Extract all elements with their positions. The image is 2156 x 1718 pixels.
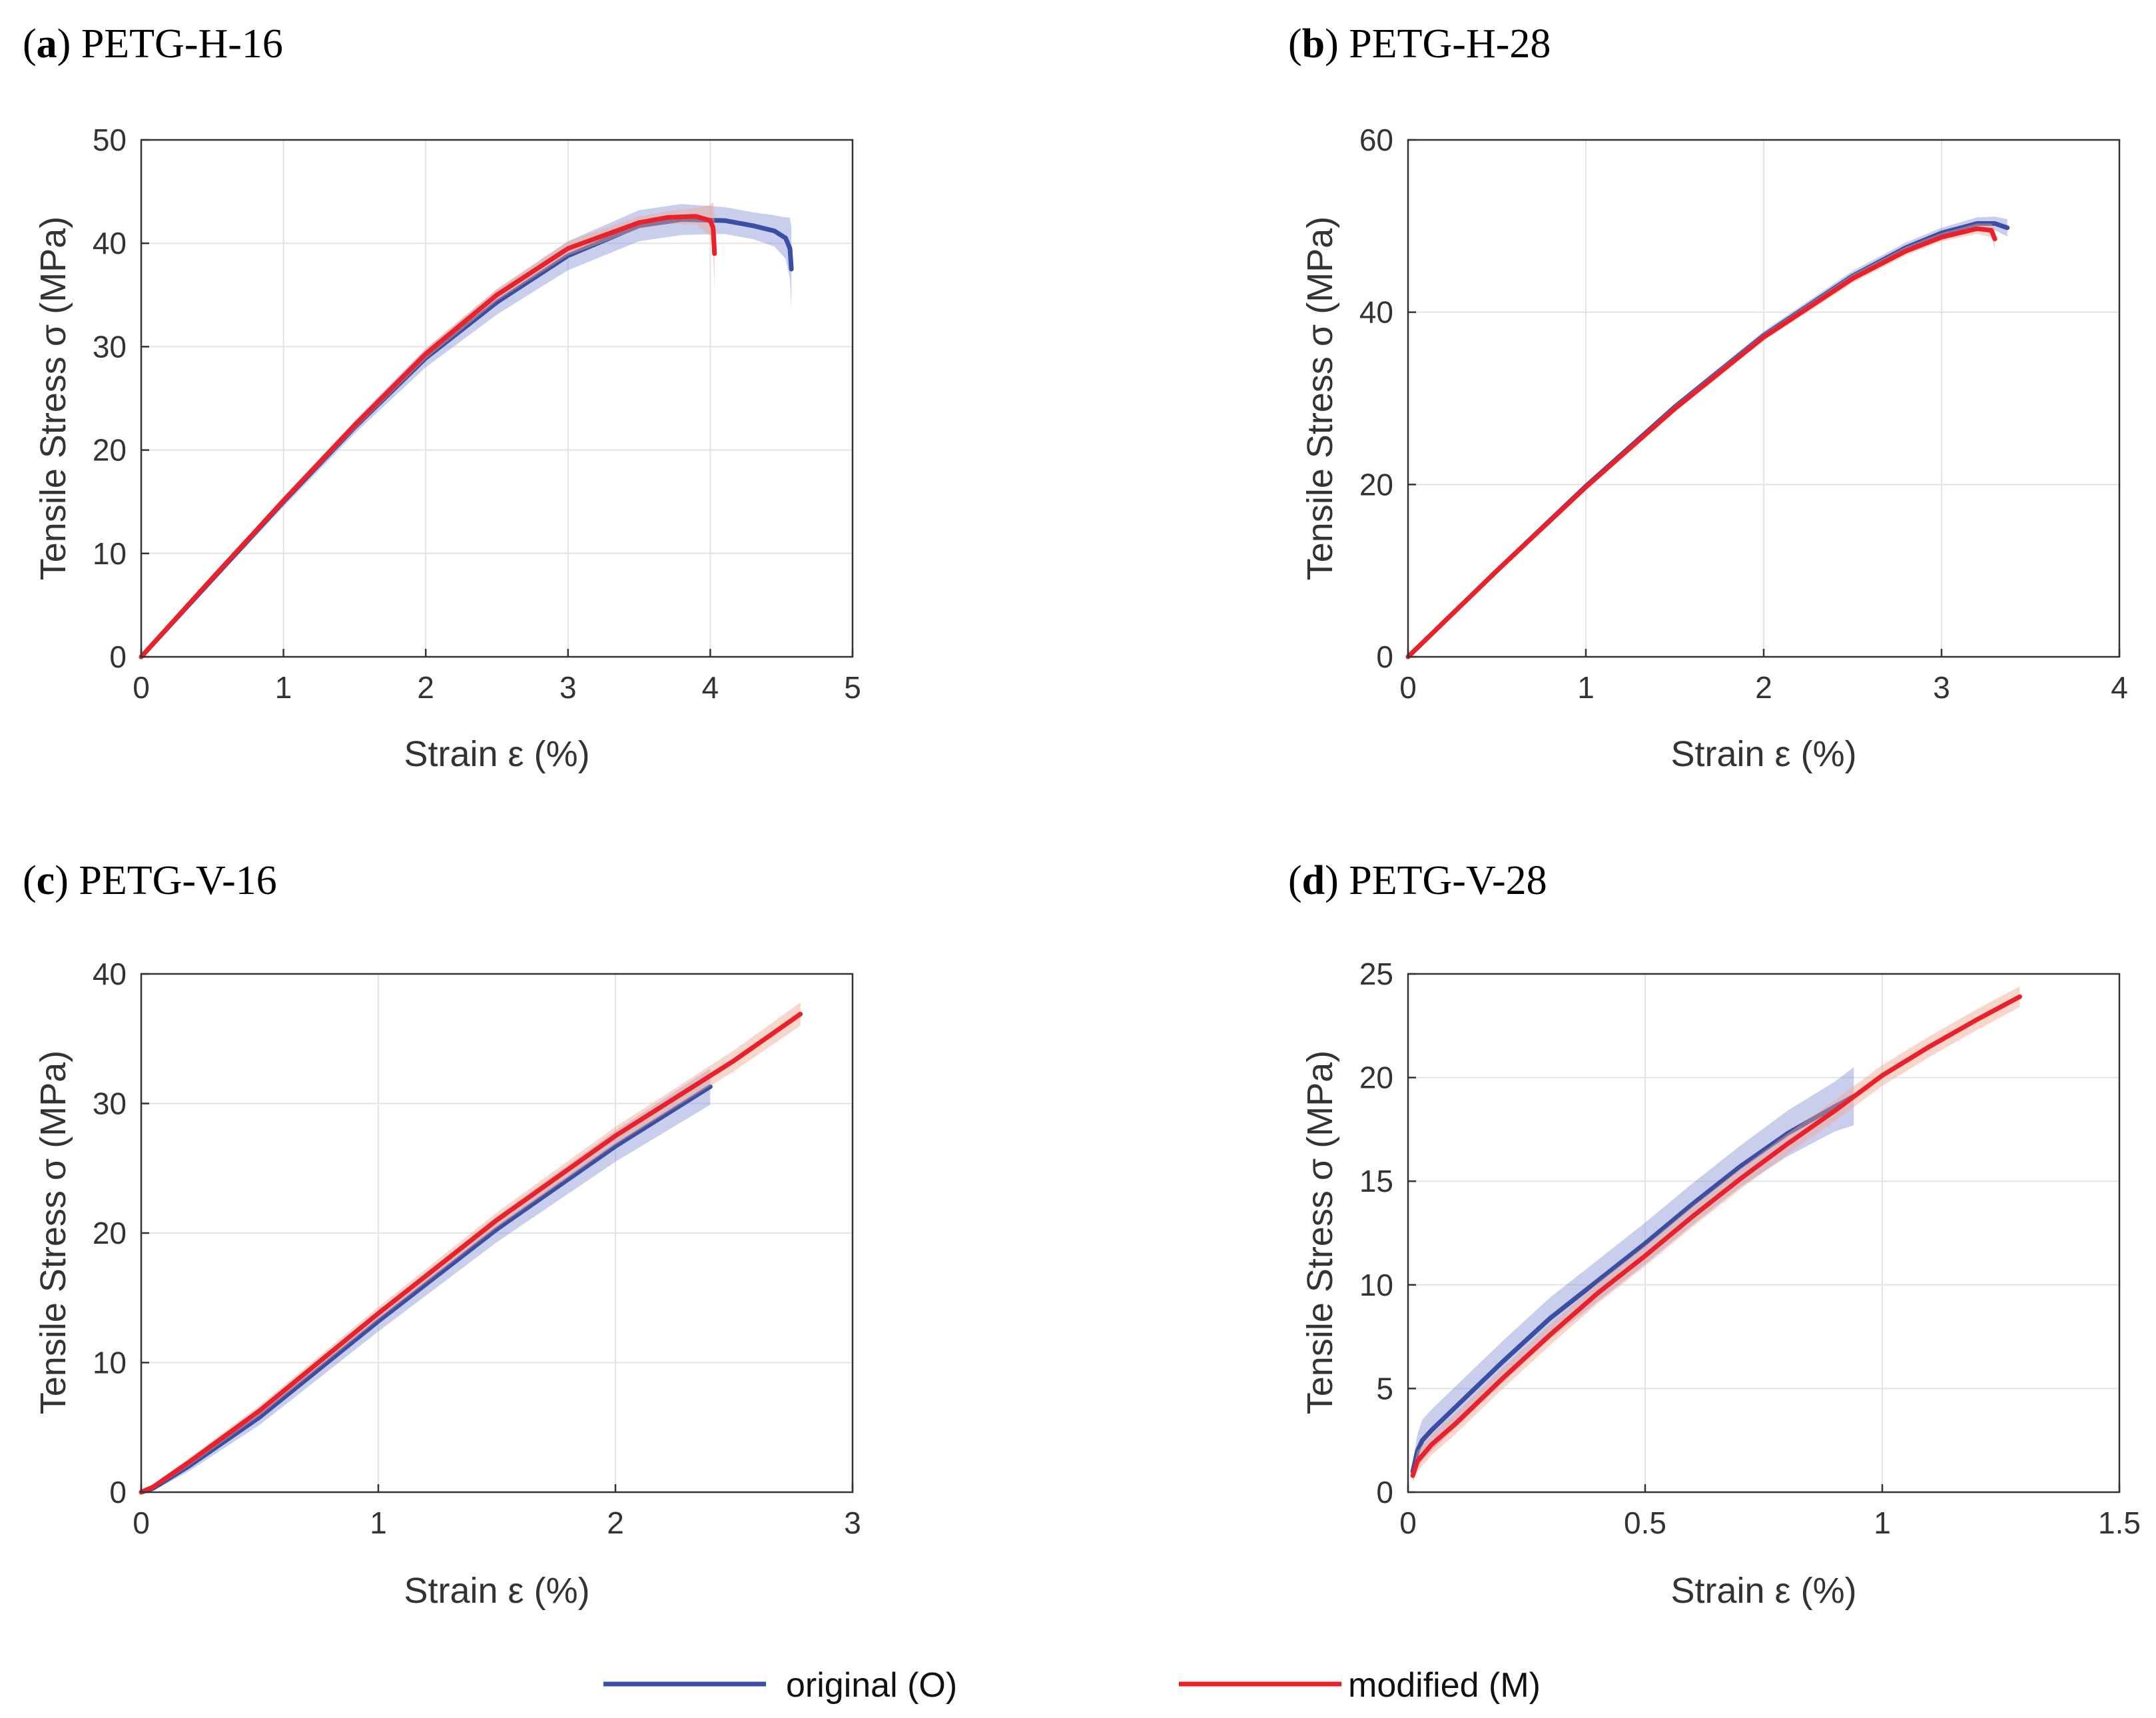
panel-b-ytick-label-2: 40 xyxy=(1359,295,1393,330)
panel-a-axes xyxy=(140,139,854,658)
panel-a-xtick-label-3: 3 xyxy=(559,670,577,705)
panel-c-xtick-label-0: 0 xyxy=(133,1505,150,1540)
panel-b-line-modified xyxy=(1405,226,1997,659)
panel-c-ylabel: Tensile Stress σ (MPa) xyxy=(33,1051,73,1414)
panel-a-xlabel: Strain ε (%) xyxy=(404,734,589,774)
panel-c-ytick-label-0: 0 xyxy=(109,1475,127,1509)
panel-b-name: PETG-H-28 xyxy=(1349,21,1551,67)
panel-a-ytick-label-5: 50 xyxy=(93,123,127,157)
panel-d-ytick-label-3: 15 xyxy=(1359,1164,1393,1198)
panel-a-band-modified xyxy=(141,202,715,657)
panel-d-xtick-label-2: 1 xyxy=(1874,1505,1891,1540)
panel-c-xtick-label-1: 1 xyxy=(370,1505,387,1540)
panel-d-letter: d xyxy=(1302,858,1325,903)
panel-b-band-original xyxy=(1408,216,2007,657)
panel-d-ylabel: Tensile Stress σ (MPa) xyxy=(1300,1051,1340,1414)
panel-d-xtick-label-3: 1.5 xyxy=(2098,1505,2141,1540)
panel-d-ytick-label-2: 10 xyxy=(1359,1268,1393,1302)
panel-a-letter: a xyxy=(37,21,57,67)
panel-d-xtick-label-0: 0 xyxy=(1399,1505,1417,1540)
panel-c-xtick-label-2: 2 xyxy=(607,1505,624,1540)
panel-c-ytick-label-4: 40 xyxy=(93,957,127,991)
panel-d-band-original xyxy=(1413,1067,1854,1482)
panel-d-name: PETG-V-28 xyxy=(1349,858,1547,903)
panel-b-xtick-label-3: 3 xyxy=(1933,670,1950,705)
panel-c-band-original xyxy=(141,1069,711,1492)
panel-c-ytick-label-3: 30 xyxy=(93,1086,127,1121)
panel-c-xlabel: Strain ε (%) xyxy=(404,1571,589,1611)
panel-d-line-modified xyxy=(1410,994,2022,1478)
legend: original (O) modified (M) xyxy=(603,1666,1541,1705)
panel-b-xtick-label-4: 4 xyxy=(2111,670,2128,705)
panel-d-plot-area: 0 0.5 1 1.5 0 5 10 15 20 25 xyxy=(1359,957,2141,1540)
panel-d-ytick-label-0: 0 xyxy=(1376,1475,1393,1509)
panel-c-band-modified xyxy=(141,1002,801,1492)
panel-c-ytick-label-1: 10 xyxy=(93,1346,127,1380)
panel-a-ytick-label-4: 40 xyxy=(93,226,127,260)
panel-c-line-modified xyxy=(139,1011,803,1495)
panel-c-title: (c) PETG-V-16 xyxy=(23,858,277,903)
panel-c-xtick-label-3: 3 xyxy=(844,1505,861,1540)
panel-d-ytick-label-5: 25 xyxy=(1359,957,1393,991)
panel-a-ytick-label-0: 0 xyxy=(109,640,127,674)
panel-a-ytick-label-2: 20 xyxy=(93,433,127,468)
panel-a-title: (a) PETG-H-16 xyxy=(23,21,283,67)
panel-a-xtick-label-1: 1 xyxy=(275,670,292,705)
panel-b-xlabel: Strain ε (%) xyxy=(1670,734,1856,774)
panel-b-ytick-label-1: 20 xyxy=(1359,467,1393,502)
panel-a-xtick-label-0: 0 xyxy=(133,670,150,705)
panel-a-line-modified xyxy=(139,214,717,659)
panel-d: (d) PETG-V-28 0 0.5 1 1.5 0 5 10 15 20 25 Strain … xyxy=(1288,858,2141,1611)
panel-d-ytick-label-4: 20 xyxy=(1359,1061,1393,1095)
panel-b-ytick-label-0: 0 xyxy=(1376,640,1393,674)
panel-c-name: PETG-V-16 xyxy=(79,858,276,903)
panel-d-title: (d) PETG-V-28 xyxy=(1288,858,1547,903)
panel-d-xtick-label-1: 0.5 xyxy=(1624,1505,1666,1540)
panel-b-band-modified xyxy=(1408,223,1995,657)
panel-d-xlabel: Strain ε (%) xyxy=(1670,1571,1856,1611)
panel-c-letter: c xyxy=(37,858,55,903)
panel-b-letter: b xyxy=(1302,21,1325,67)
panel-a-xtick-label-5: 5 xyxy=(844,670,861,705)
panel-b-ylabel: Tensile Stress σ (MPa) xyxy=(1300,216,1340,580)
panel-b-line-original xyxy=(1405,221,2010,659)
panel-a-xtick-label-2: 2 xyxy=(417,670,434,705)
panel-a-line-original xyxy=(139,217,794,659)
panel-b-xtick-label-0: 0 xyxy=(1399,670,1417,705)
panel-d-ytick-label-1: 5 xyxy=(1376,1371,1393,1406)
panel-b-title: (b) PETG-H-28 xyxy=(1288,21,1551,67)
panel-b-ytick-label-3: 60 xyxy=(1359,123,1393,157)
panel-a-ytick-label-3: 30 xyxy=(93,329,127,364)
panel-a-ylabel: Tensile Stress σ (MPa) xyxy=(33,216,73,580)
panel-a-band-original xyxy=(141,204,792,657)
panel-a-xtick-label-4: 4 xyxy=(702,670,719,705)
legend-label-original: original (O) xyxy=(786,1666,957,1705)
panel-a-name: PETG-H-16 xyxy=(81,21,283,67)
panel-b-xtick-label-1: 1 xyxy=(1577,670,1595,705)
panel-c-ytick-label-2: 20 xyxy=(93,1216,127,1250)
panel-d-axes xyxy=(1407,973,2121,1494)
panel-d-band-modified xyxy=(1413,986,2020,1482)
panel-d-line-original xyxy=(1410,1094,1856,1474)
legend-label-modified: modified (M) xyxy=(1348,1666,1541,1705)
panel-a-ytick-label-1: 10 xyxy=(93,536,127,571)
panel-b-xtick-label-2: 2 xyxy=(1755,670,1772,705)
